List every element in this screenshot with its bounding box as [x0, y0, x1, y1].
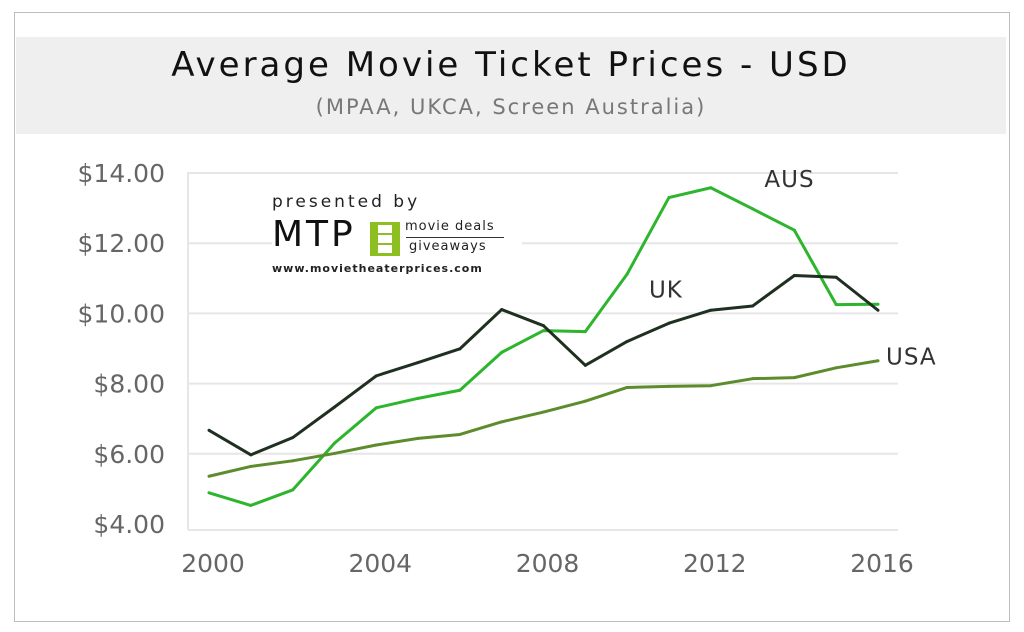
data-point-usa	[374, 443, 378, 447]
data-point-uk	[416, 361, 420, 365]
data-point-aus	[542, 329, 545, 333]
data-point-uk	[625, 339, 629, 343]
y-tick-label: $4.00	[93, 510, 165, 539]
logo-url: www.movietheaterprices.com	[272, 262, 483, 275]
data-point-usa	[249, 464, 253, 468]
data-point-aus	[751, 207, 755, 211]
data-point-uk	[542, 324, 545, 328]
data-point-uk	[667, 321, 671, 325]
film-strip-icon	[370, 222, 400, 256]
mtp-logo: presented by MTP movie deals giveaways w…	[272, 192, 522, 282]
data-point-aus	[207, 491, 211, 495]
data-point-uk	[374, 374, 378, 378]
data-point-aus	[416, 396, 420, 400]
data-point-usa	[583, 399, 587, 403]
data-point-aus	[834, 303, 838, 307]
data-point-aus	[291, 488, 295, 492]
series-label-aus: AUS	[764, 167, 814, 193]
logo-tagline-bottom: giveaways	[409, 239, 487, 254]
logo-brand: MTP	[272, 214, 356, 255]
x-tick-label: 2016	[850, 549, 914, 578]
data-point-aus	[500, 350, 504, 354]
data-point-uk	[876, 308, 880, 312]
data-point-aus	[792, 228, 796, 232]
data-point-uk	[249, 453, 253, 457]
series-label-uk: UK	[649, 278, 683, 304]
data-point-usa	[416, 436, 420, 440]
data-point-usa	[751, 377, 755, 381]
data-point-aus	[458, 388, 462, 392]
data-point-usa	[625, 385, 629, 389]
logo-tagline-top: movie deals	[405, 219, 495, 234]
data-point-usa	[207, 474, 211, 478]
y-tick-label: $10.00	[78, 299, 165, 328]
data-point-uk	[583, 363, 587, 367]
title-box: Average Movie Ticket Prices - USD (MPAA,…	[16, 37, 1006, 134]
data-point-usa	[834, 366, 838, 370]
data-point-uk	[792, 273, 796, 277]
data-point-usa	[291, 459, 295, 463]
series-line-uk	[208, 273, 879, 457]
data-point-uk	[751, 304, 755, 308]
data-point-usa	[332, 451, 336, 455]
data-point-uk	[332, 405, 336, 409]
data-point-usa	[542, 410, 545, 414]
x-tick-label: 2004	[348, 549, 412, 578]
chart-title: Average Movie Ticket Prices - USD	[171, 45, 851, 85]
chart-subtitle: (MPAA, UKCA, Screen Australia)	[315, 95, 707, 119]
series-label-usa: USA	[886, 344, 937, 370]
data-point-usa	[458, 432, 462, 436]
x-tick-label: 2008	[516, 549, 580, 578]
series-line-usa	[208, 359, 879, 478]
data-point-aus	[374, 406, 378, 410]
data-point-uk	[500, 308, 504, 312]
y-tick-label: $6.00	[93, 440, 165, 469]
data-point-aus	[583, 330, 587, 334]
data-point-aus	[709, 186, 713, 190]
data-point-uk	[291, 436, 295, 440]
data-point-uk	[709, 308, 713, 312]
y-tick-label: $14.00	[78, 159, 165, 188]
y-tick-label: $8.00	[93, 370, 165, 399]
data-point-aus	[625, 272, 629, 276]
data-point-usa	[792, 376, 796, 380]
data-point-usa	[876, 359, 880, 363]
data-point-uk	[207, 428, 211, 432]
data-point-uk	[834, 275, 838, 279]
data-point-aus	[249, 503, 253, 507]
data-point-usa	[709, 384, 713, 388]
data-point-aus	[876, 302, 880, 306]
data-point-usa	[500, 420, 504, 424]
data-point-uk	[458, 347, 462, 351]
data-point-aus	[332, 441, 336, 445]
x-tick-label: 2000	[181, 549, 245, 578]
logo-divider	[406, 237, 504, 238]
x-tick-label: 2012	[683, 549, 747, 578]
y-tick-label: $12.00	[78, 229, 165, 258]
logo-presented-by: presented by	[272, 192, 421, 212]
data-point-usa	[667, 384, 671, 388]
data-point-aus	[667, 196, 671, 200]
